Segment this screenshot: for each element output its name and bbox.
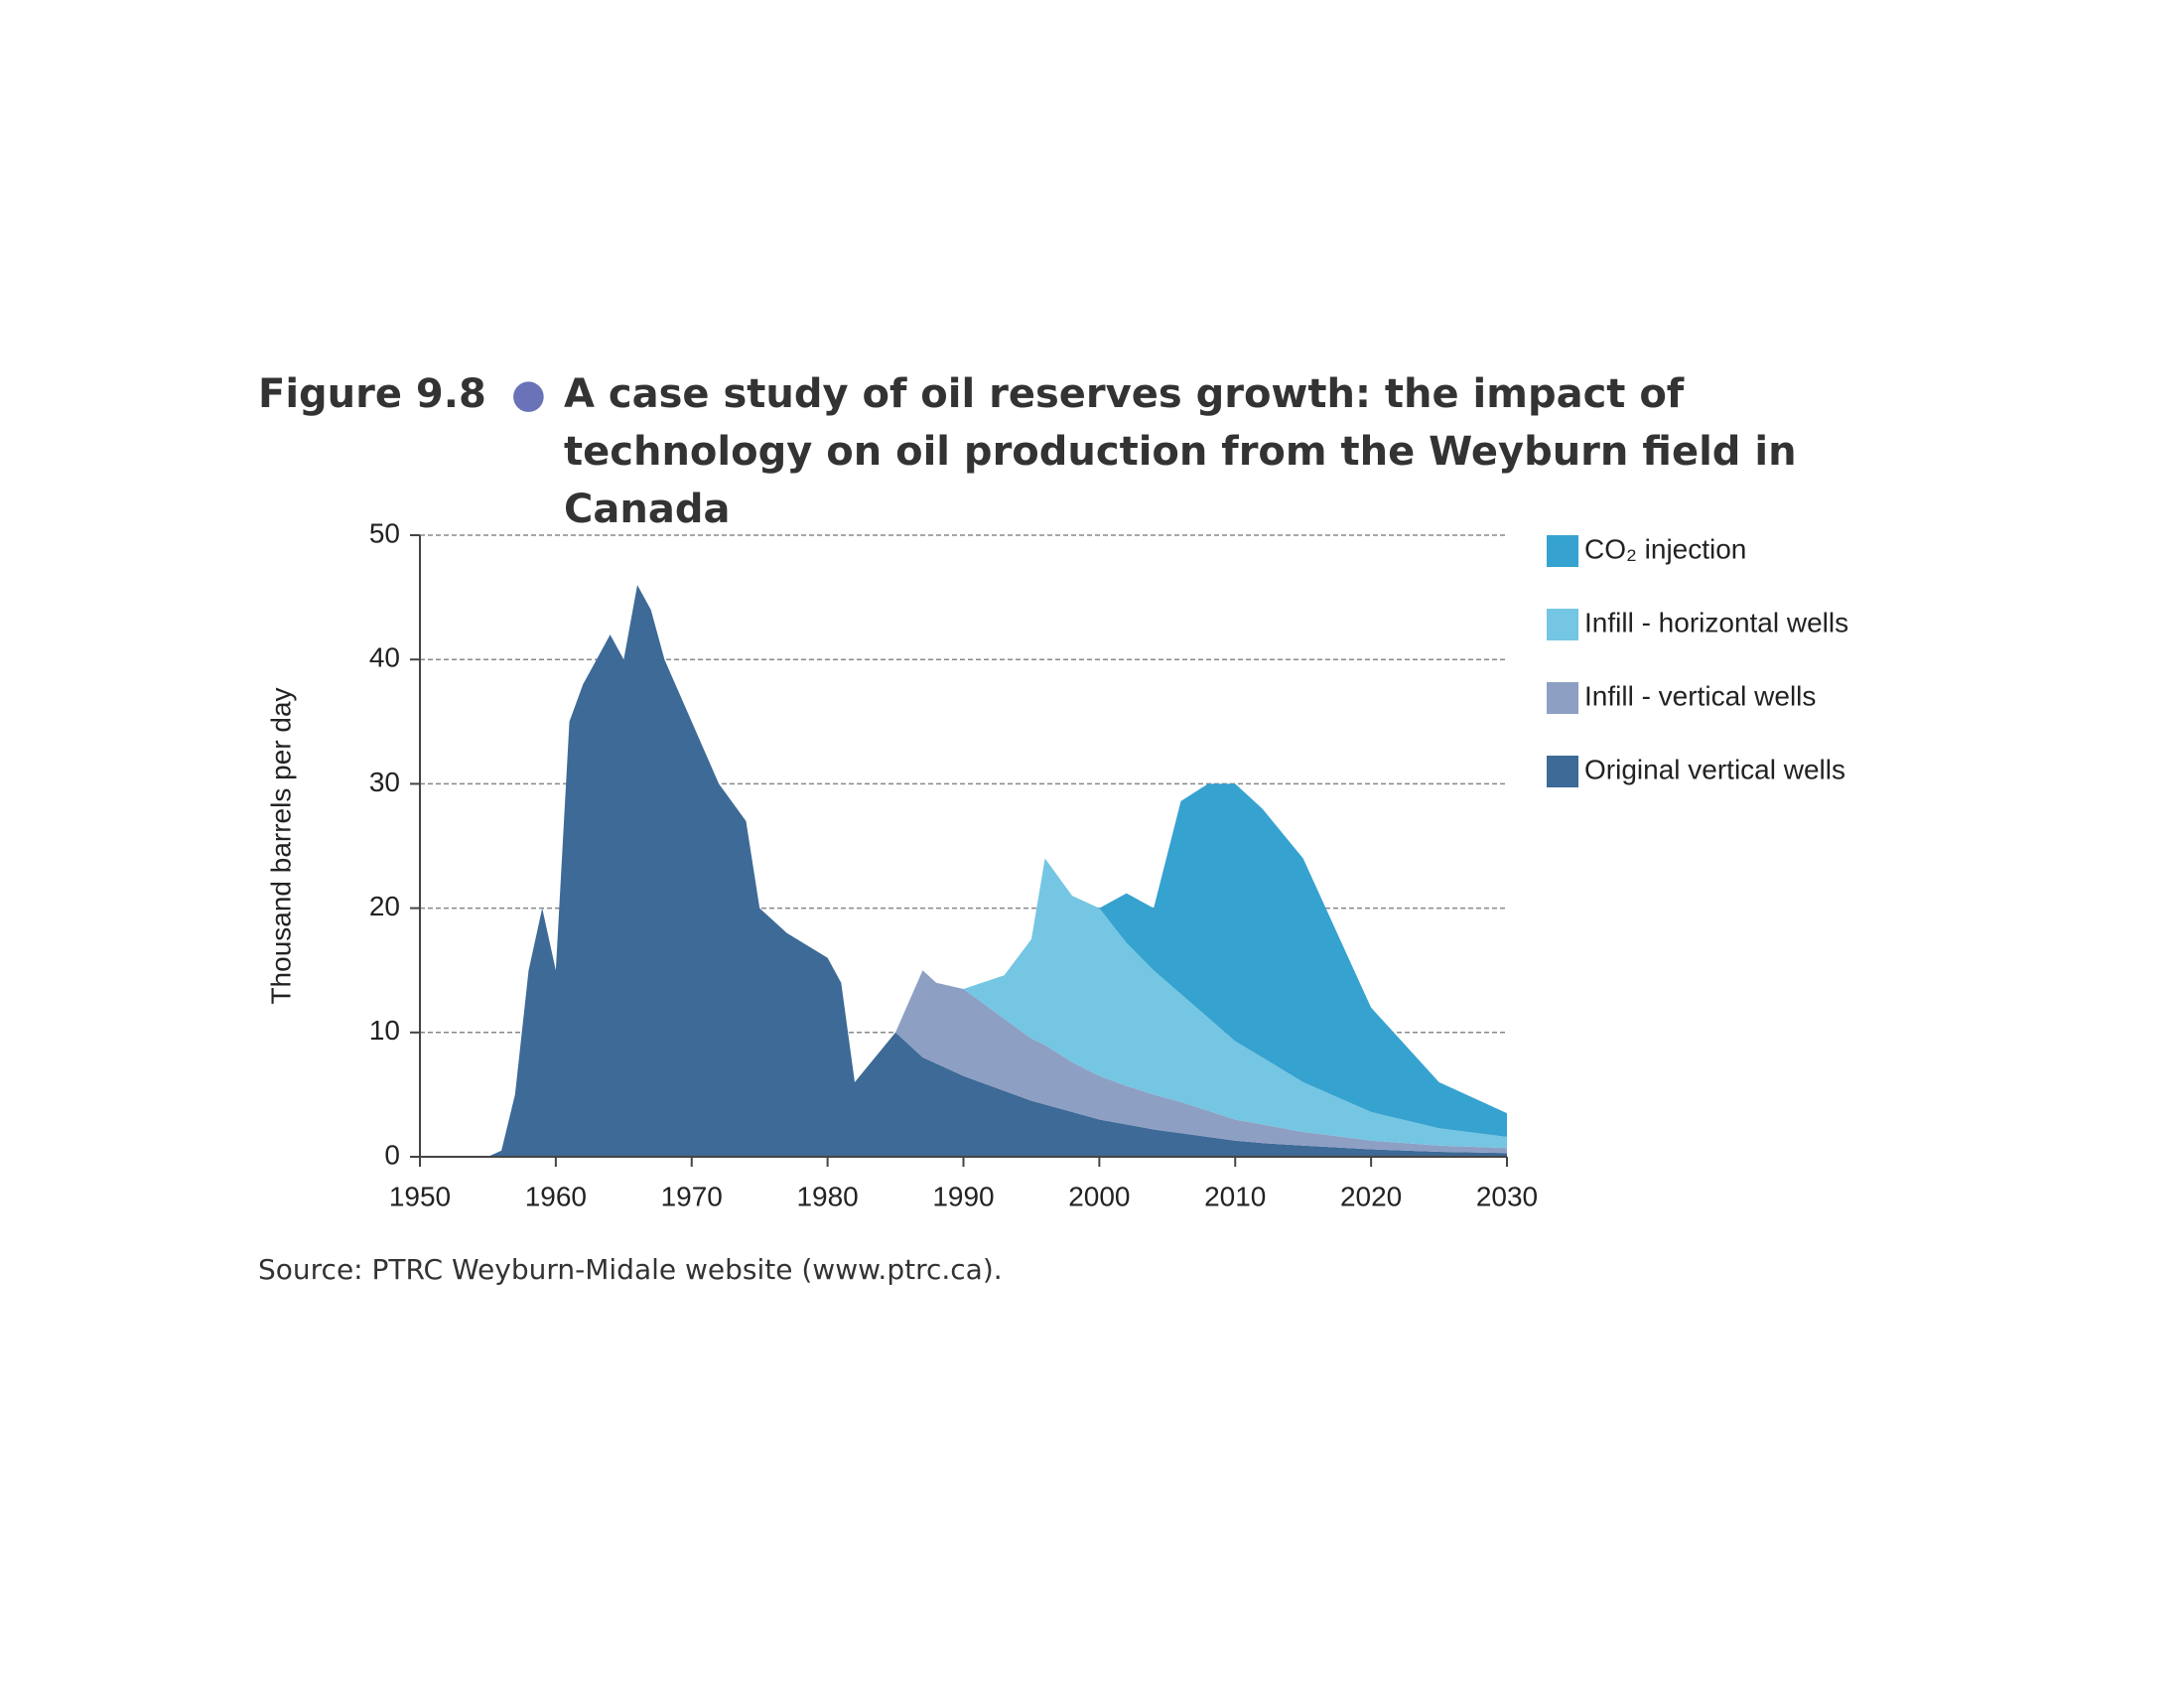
x-tick-label: 2010 xyxy=(1204,1181,1266,1211)
legend-label: Infill - vertical wells xyxy=(1584,680,1816,711)
legend-swatch xyxy=(1547,535,1578,567)
legend-label: Infill - horizontal wells xyxy=(1584,607,1848,637)
y-tick-label: 40 xyxy=(369,642,400,673)
x-tick-label: 1970 xyxy=(661,1181,723,1211)
x-tick-label: 1950 xyxy=(389,1181,451,1211)
legend-swatch xyxy=(1547,609,1578,640)
legend-swatch xyxy=(1547,682,1578,714)
legend-swatch xyxy=(1547,756,1578,787)
area xyxy=(420,585,1507,1157)
source: Source: PTRC Weyburn-Midale website (www… xyxy=(258,1253,1003,1286)
x-tick-label: 1960 xyxy=(525,1181,587,1211)
legend-label: CO₂ injection xyxy=(1584,533,1746,564)
bullet: ● xyxy=(511,371,546,417)
figure-label: Figure 9.8 xyxy=(258,371,486,417)
y-tick-label: 0 xyxy=(384,1139,400,1170)
y-tick-label: 50 xyxy=(369,517,400,548)
y-axis-label: Thousand barrels per day xyxy=(265,687,296,1004)
legend-label: Original vertical wells xyxy=(1584,754,1845,784)
area xyxy=(420,585,1507,1157)
x-tick-label: 1990 xyxy=(932,1181,994,1211)
x-tick-label: 2000 xyxy=(1068,1181,1130,1211)
y-tick-label: 30 xyxy=(369,767,400,797)
area xyxy=(420,585,1507,1157)
x-tick-label: 2020 xyxy=(1340,1181,1402,1211)
x-tick-label: 2030 xyxy=(1476,1181,1538,1211)
chart-title: A case study of oil reserves growth: the… xyxy=(564,371,1797,532)
y-tick-label: 10 xyxy=(369,1015,400,1046)
x-tick-label: 1980 xyxy=(796,1181,858,1211)
y-tick-label: 20 xyxy=(369,891,400,921)
